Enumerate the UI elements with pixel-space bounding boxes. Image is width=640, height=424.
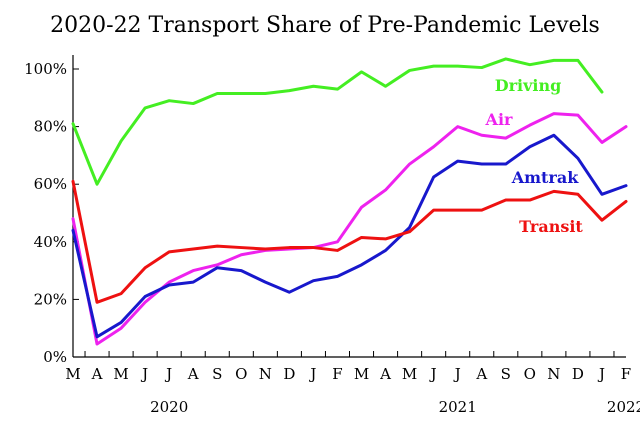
year-label: 2021 xyxy=(439,398,477,416)
x-tick-label: M xyxy=(354,365,369,383)
axes: 0%20%40%60%80%100%M A M J J A S O N D J F M A M J J A S O N D… xyxy=(24,55,640,416)
x-tick-label: A xyxy=(91,365,103,383)
series-line-driving xyxy=(71,57,604,186)
series-label-amtrak: Amtrak xyxy=(511,168,580,187)
series-line-amtrak xyxy=(71,133,628,339)
y-tick-label: 20% xyxy=(34,290,67,308)
x-tick-label: J xyxy=(308,365,316,383)
x-tick-label: M xyxy=(113,365,128,383)
x-tick-label: D xyxy=(283,365,295,383)
y-tick-label: 0% xyxy=(43,348,67,366)
series-line-transit xyxy=(71,179,628,304)
x-tick-label: S xyxy=(501,365,511,383)
x-tick-label: M xyxy=(65,365,80,383)
x-tick-label: M xyxy=(402,365,417,383)
series-labels: Driving Air Amtrak Transit xyxy=(485,76,584,236)
x-tick-label: N xyxy=(259,365,272,383)
x-tick-label: J xyxy=(597,365,605,383)
x-tick-label: J xyxy=(164,365,172,383)
x-tick-label: O xyxy=(524,365,536,383)
x-tick-label: S xyxy=(212,365,222,383)
x-tick-label: F xyxy=(332,365,342,383)
x-tick-label: A xyxy=(379,365,391,383)
chart-title: 2020-22 Transport Share of Pre-Pandemic … xyxy=(50,13,600,38)
series-label-driving: Driving xyxy=(495,76,562,95)
y-tick-label: 80% xyxy=(34,118,67,136)
series-lines xyxy=(71,57,628,346)
x-tick-label: J xyxy=(429,365,437,383)
year-label: 2022 xyxy=(607,398,640,416)
x-tick-label: O xyxy=(235,365,247,383)
x-tick-label: J xyxy=(453,365,461,383)
series-label-air: Air xyxy=(485,110,513,129)
x-tick-label: A xyxy=(187,365,199,383)
x-tick-label: F xyxy=(621,365,631,383)
x-tick-label: A xyxy=(475,365,487,383)
y-tick-label: 40% xyxy=(34,233,67,251)
y-tick-label: 100% xyxy=(24,60,67,78)
year-label: 2020 xyxy=(150,398,188,416)
x-tick-label: J xyxy=(140,365,148,383)
series-label-transit: Transit xyxy=(519,217,583,236)
x-tick-label: D xyxy=(572,365,584,383)
y-tick-label: 60% xyxy=(34,175,67,193)
x-tick-label: N xyxy=(547,365,560,383)
